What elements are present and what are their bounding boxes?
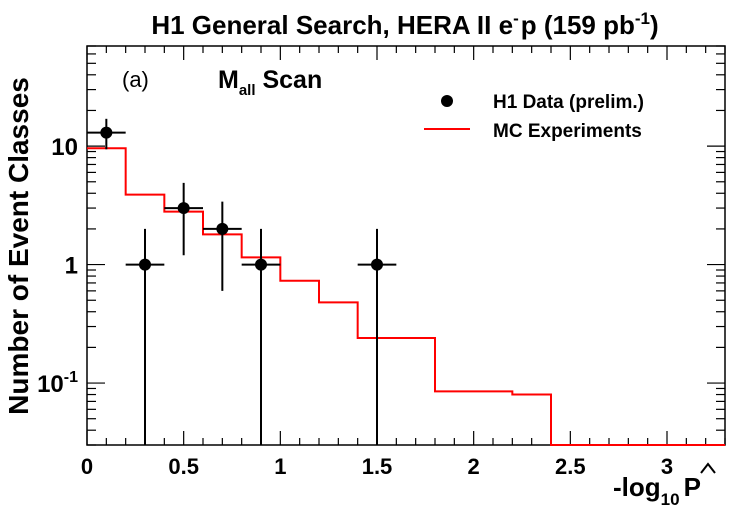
plot-frame (86, 45, 726, 446)
y-axis: 10-1 1 10 (37, 45, 725, 446)
legend-marker-data (441, 95, 453, 107)
legend-label-data: H1 Data (prelim.) (493, 92, 644, 113)
legend-label-mc: MC Experiments (493, 121, 642, 142)
data-marker (255, 258, 267, 271)
data-marker (216, 222, 229, 235)
data-point (357, 228, 397, 445)
y-axis-label: Number of Event Classes (3, 77, 34, 415)
x-tick-label: 2.5 (555, 454, 586, 479)
data-point (87, 118, 126, 150)
data-point (164, 182, 203, 256)
data-point (203, 201, 242, 291)
data-marker (100, 126, 113, 139)
mc-series (87, 147, 725, 446)
x-tick-label: 0 (81, 454, 93, 479)
y-tick-label: 10 (51, 134, 78, 161)
data-marker (139, 258, 151, 271)
data-point (125, 228, 165, 445)
x-tick-label: 1.5 (362, 454, 393, 479)
chart-title: H1 General Search, HERA II e-p (159 pb-1… (151, 9, 658, 40)
data-marker (371, 258, 383, 271)
x-tick-label: 0.5 (168, 454, 199, 479)
mc-histogram-line (87, 147, 725, 446)
x-axis-hat (700, 462, 716, 474)
x-tick-label: 2 (468, 454, 480, 479)
x-tick-label: 3 (661, 454, 673, 479)
x-tick-label: 1 (274, 454, 286, 479)
data-series (87, 118, 397, 445)
y-tick-label: 1 (65, 253, 78, 280)
x-axis-label: -log10 P (613, 472, 701, 509)
legend: H1 Data (prelim.) MC Experiments (424, 92, 644, 142)
data-marker (177, 202, 190, 215)
x-axis: 0 0.5 1 1.5 2 2.5 3 (81, 46, 726, 479)
panel-label: (a) (122, 67, 149, 92)
y-tick-label: 10-1 (37, 369, 78, 398)
scan-label: Mall Scan (218, 66, 322, 99)
data-point (241, 228, 281, 445)
